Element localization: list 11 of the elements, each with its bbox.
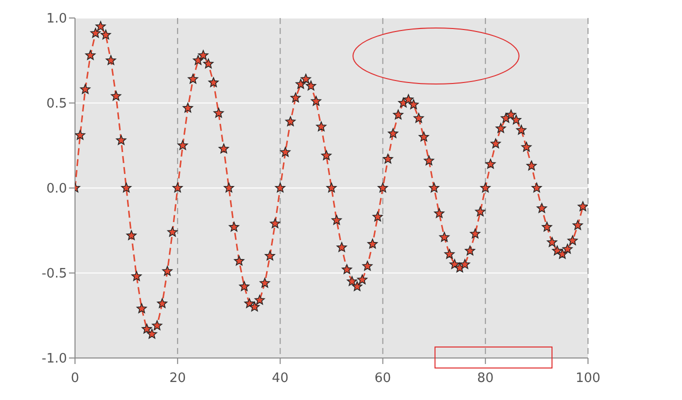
y-tick-label: 0.0 xyxy=(46,182,67,197)
y-tick-label: -1.0 xyxy=(42,352,67,367)
x-tick-label: 0 xyxy=(70,371,80,386)
y-tick-label: -0.5 xyxy=(42,266,67,282)
x-tick-label: 100 xyxy=(576,371,600,386)
x-tick-label: 20 xyxy=(169,371,186,386)
x-tick-label: 40 xyxy=(272,371,288,386)
x-tick-label: 60 xyxy=(374,371,392,386)
x-tick-label: 80 xyxy=(477,371,494,386)
y-tick-label: 1.0 xyxy=(46,12,67,27)
y-tick-label: 0.5 xyxy=(46,96,67,112)
